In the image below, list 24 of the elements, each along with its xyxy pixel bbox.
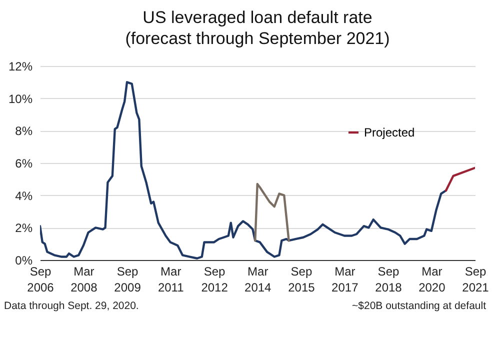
chart-title: US leveraged loan default rate (forecast through September 2021) bbox=[125, 8, 390, 48]
text: Data through Sept. 29, 2020. bbox=[4, 300, 139, 312]
x-tick-label: Sep 2012 bbox=[201, 264, 228, 294]
y-tick-label: 6% bbox=[15, 156, 33, 170]
x-tick-label: Sep 2009 bbox=[114, 264, 142, 294]
x-tick-label: Mar 2020 bbox=[418, 264, 446, 294]
x-tick-label: Sep 2018 bbox=[375, 264, 402, 294]
text: ~$20B outstanding at default bbox=[352, 300, 486, 312]
x-tick-label: Mar 2011 bbox=[158, 264, 184, 294]
x-tick-label: Sep 2015 bbox=[288, 264, 316, 294]
y-tick-label: 12% bbox=[8, 60, 33, 74]
x-tick-label: Mar 2017 bbox=[332, 264, 359, 294]
y-tick-label: 10% bbox=[8, 92, 33, 106]
x-tick-label: Sep 2006 bbox=[27, 264, 54, 294]
legend-label: Projected bbox=[364, 126, 415, 140]
x-tick-label: Mar 2014 bbox=[244, 264, 272, 294]
x-tick-label: Sep 2021 bbox=[462, 264, 490, 294]
x-tick-label: Mar 2008 bbox=[70, 264, 98, 294]
y-tick-label: 8% bbox=[15, 124, 33, 138]
y-tick-label: 2% bbox=[15, 221, 33, 236]
y-tick-label: 0% bbox=[15, 254, 33, 268]
line-series bbox=[40, 81, 448, 260]
y-tick-label: 4% bbox=[15, 188, 33, 203]
line-series bbox=[254, 182, 290, 242]
